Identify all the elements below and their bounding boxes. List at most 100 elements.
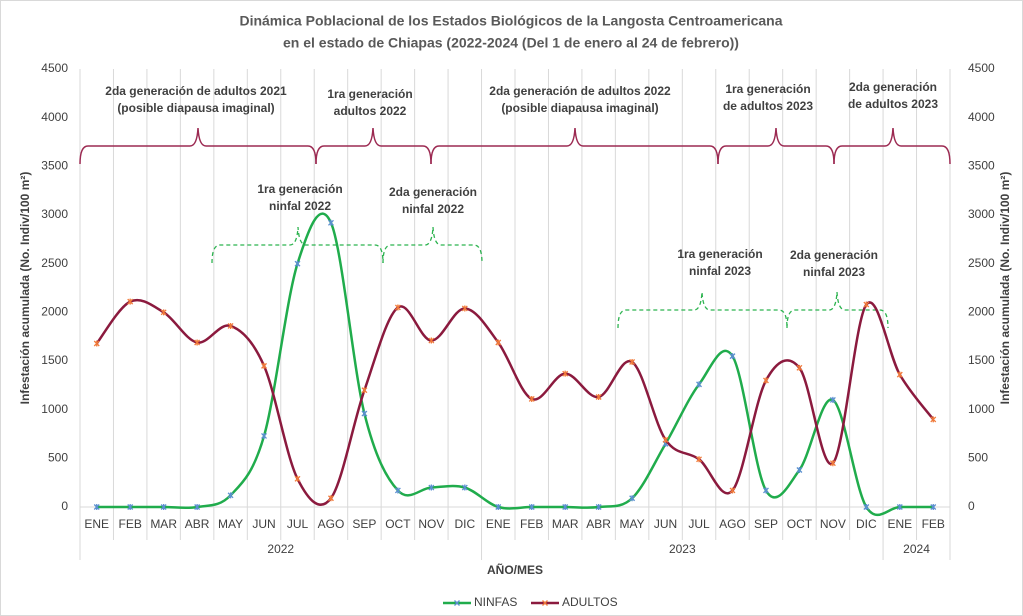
annotation: ninfal 2023 [803, 265, 865, 279]
annotation: 1ra generación [257, 182, 342, 196]
point-marker [763, 487, 769, 494]
point-marker [394, 487, 401, 494]
legend-marker [542, 600, 548, 606]
point-marker [829, 460, 836, 467]
x-group-label: 2022 [267, 542, 294, 556]
x-tick-label: JUN [654, 517, 677, 531]
point-marker [863, 301, 870, 308]
point-marker [361, 387, 368, 394]
brace [315, 127, 432, 165]
point-marker [93, 340, 100, 347]
x-tick-label: JUN [252, 517, 275, 531]
legend-marker [454, 600, 460, 606]
brace [833, 127, 951, 165]
point-marker [261, 362, 267, 369]
y-tick-label: 3500 [41, 159, 68, 173]
x-tick-label: NOV [820, 517, 846, 531]
point-marker [562, 370, 569, 377]
x-tick-label: SEP [754, 517, 778, 531]
point-marker [461, 484, 468, 491]
y-tick-label: 2000 [41, 305, 68, 319]
point-marker [227, 322, 234, 329]
point-marker [863, 504, 870, 510]
brace [786, 291, 889, 329]
y2-tick-label: 2500 [968, 256, 995, 270]
legend-label: NINFAS [474, 595, 517, 609]
y-tick-label: 4500 [41, 61, 68, 75]
point-marker [127, 504, 134, 510]
point-marker [696, 456, 702, 463]
point-marker [729, 487, 736, 494]
y2-tick-label: 3000 [968, 207, 995, 221]
point-marker [930, 416, 937, 423]
point-marker [595, 504, 602, 510]
point-marker [796, 364, 803, 371]
annotation: 2da generación de adultos 2022 [489, 84, 671, 98]
point-marker [294, 475, 301, 482]
point-marker [763, 377, 769, 384]
x-tick-label: FEB [922, 517, 945, 531]
y2-tick-label: 4500 [968, 61, 995, 75]
point-marker [528, 395, 535, 402]
point-marker [495, 504, 502, 510]
point-marker [829, 396, 836, 403]
point-marker [261, 432, 267, 439]
annotation: 2da generación [849, 80, 937, 94]
point-marker [428, 337, 435, 344]
point-marker [896, 504, 903, 510]
point-marker [394, 304, 401, 311]
x-tick-label: OCT [385, 517, 411, 531]
y2-tick-label: 500 [968, 451, 988, 465]
point-marker [328, 495, 334, 502]
point-marker [428, 484, 435, 491]
brace [617, 291, 788, 329]
y2-tick-label: 3500 [968, 159, 995, 173]
y2-tick-label: 0 [968, 499, 975, 513]
y2-tick-label: 2000 [968, 305, 995, 319]
x-tick-label: SEP [352, 517, 376, 531]
point-marker [629, 495, 636, 502]
point-marker [328, 219, 334, 226]
x-tick-label: ABR [586, 517, 611, 531]
point-marker [93, 504, 100, 510]
annotation: 1ra generación [677, 247, 762, 261]
annotation: 1ra generación [725, 82, 810, 96]
point-marker [796, 467, 803, 474]
annotation: 2da generación [790, 248, 878, 262]
point-marker [562, 504, 569, 510]
annotation: 2da generación de adultos 2021 [105, 84, 287, 98]
annotation: adultos 2022 [334, 104, 407, 118]
point-marker [729, 353, 736, 360]
y-tick-label: 2500 [41, 256, 68, 270]
x-tick-label: MAY [218, 517, 243, 531]
x-tick-label: DIC [856, 517, 877, 531]
chart-title: en el estado de Chiapas (2022-2024 (Del … [283, 35, 739, 51]
point-marker [194, 504, 201, 510]
annotation: 2da generación [389, 185, 477, 199]
y-tick-label: 1500 [41, 353, 68, 367]
brace [717, 127, 835, 165]
x-tick-label: ABR [185, 517, 210, 531]
y2-tick-label: 1000 [968, 402, 995, 416]
x-tick-label: FEB [520, 517, 543, 531]
x-tick-label: AGO [318, 517, 345, 531]
x-tick-label: ENE [486, 517, 511, 531]
point-marker [528, 504, 535, 510]
annotation: (posible diapausa imaginal) [117, 101, 274, 115]
point-marker [227, 492, 234, 499]
legend-label: ADULTOS [562, 595, 618, 609]
x-tick-label: ENE [84, 517, 109, 531]
annotation: (posible diapausa imaginal) [501, 101, 658, 115]
point-marker [127, 298, 134, 305]
point-marker [160, 309, 167, 316]
point-marker [461, 305, 468, 312]
x-tick-label: ENE [887, 517, 912, 531]
x-tick-label: NOV [418, 517, 444, 531]
chart-title: Dinámica Poblacional de los Estados Biol… [239, 13, 782, 29]
y2-axis-title: Infestación acumulada (No. Indiv/100 m²) [998, 172, 1012, 405]
y-axis-title: Infestación acumulada (No. Indiv/100 m²) [18, 172, 32, 405]
y-tick-label: 500 [48, 451, 68, 465]
x-tick-label: OCT [787, 517, 813, 531]
